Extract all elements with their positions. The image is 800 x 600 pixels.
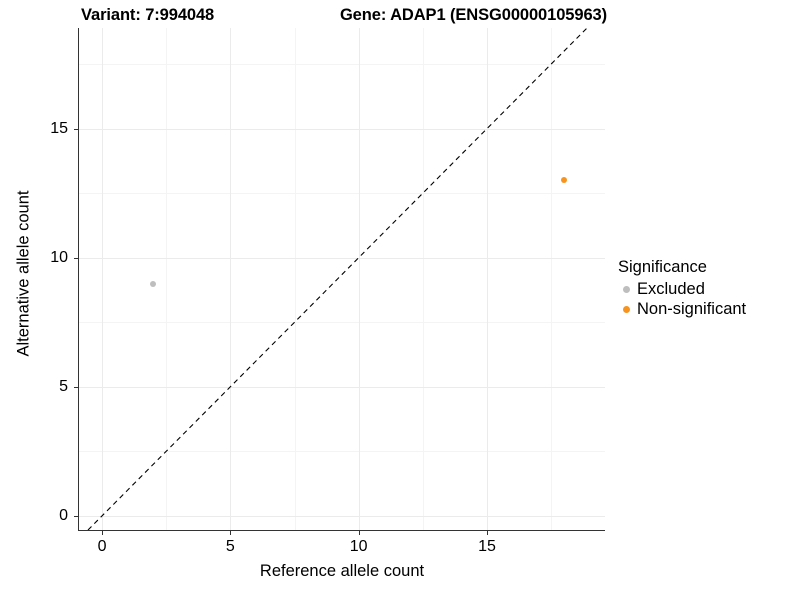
y-axis-tick-label: 5 xyxy=(59,377,68,395)
data-point[interactable] xyxy=(150,280,157,287)
x-axis-tick-label: 0 xyxy=(97,538,107,555)
gridline-horizontal xyxy=(79,515,605,517)
gridline-horizontal xyxy=(79,64,605,66)
legend-item[interactable]: Non-significant xyxy=(618,299,746,319)
variant-title: Variant: 7:994048 xyxy=(81,5,215,24)
gridline-vertical xyxy=(294,28,296,530)
gridline-vertical xyxy=(166,28,168,530)
x-axis-tick-label: 5 xyxy=(225,538,235,555)
gridline-horizontal xyxy=(79,386,605,388)
y-axis-tick-label: 0 xyxy=(59,506,68,524)
gridline-horizontal xyxy=(79,451,605,453)
y-axis-line xyxy=(78,28,80,531)
legend-item-label: Excluded xyxy=(637,279,705,298)
gene-title: Gene: ADAP1 (ENSG00000105963) xyxy=(339,5,607,24)
identity-reference-line xyxy=(87,28,588,530)
x-axis-line xyxy=(78,530,605,532)
gridline-horizontal xyxy=(79,193,605,195)
legend-key-swatch xyxy=(618,299,634,319)
gridline-vertical xyxy=(422,28,424,530)
y-axis-tick-label: 15 xyxy=(50,119,68,137)
x-axis-title: Reference allele count xyxy=(259,562,425,580)
gridline-vertical xyxy=(551,28,553,530)
gridline-horizontal xyxy=(79,322,605,324)
legend-dot-icon xyxy=(622,285,630,293)
gridline-horizontal xyxy=(79,128,605,130)
legend-item[interactable]: Excluded xyxy=(618,279,746,299)
legend-item-label: Non-significant xyxy=(637,299,747,318)
legend-dot-icon xyxy=(622,305,630,313)
legend-key-swatch xyxy=(618,279,634,299)
gridline-vertical xyxy=(102,28,104,530)
y-axis-tick-label: 10 xyxy=(50,248,68,266)
plot-title-row: Variant: 7:994048 Gene: ADAP1 (ENSG00000… xyxy=(79,2,607,28)
y-axis-tick xyxy=(74,128,78,130)
legend-title: Significance xyxy=(618,258,707,276)
x-axis-tick xyxy=(486,531,488,535)
y-axis-tick xyxy=(74,386,78,388)
legend-items: Excluded Non-significant xyxy=(618,279,746,319)
legend: Significance Excluded Non-significant xyxy=(618,258,746,319)
x-axis-tick-label: 15 xyxy=(478,538,496,555)
y-axis-tick xyxy=(74,257,78,259)
plot-panel xyxy=(79,28,605,530)
y-axis-title: Alternative allele count xyxy=(14,190,33,357)
y-axis-tick xyxy=(74,515,78,517)
x-axis-tick-label: 10 xyxy=(349,538,368,555)
x-axis-tick xyxy=(102,531,104,535)
x-axis-tick xyxy=(358,531,360,535)
gridline-vertical xyxy=(230,28,232,530)
identity-line-segment xyxy=(87,28,588,530)
data-point[interactable] xyxy=(560,177,567,184)
gridline-vertical xyxy=(358,28,360,530)
gridline-horizontal xyxy=(79,257,605,259)
x-axis-tick xyxy=(230,531,232,535)
gridline-vertical xyxy=(486,28,488,530)
